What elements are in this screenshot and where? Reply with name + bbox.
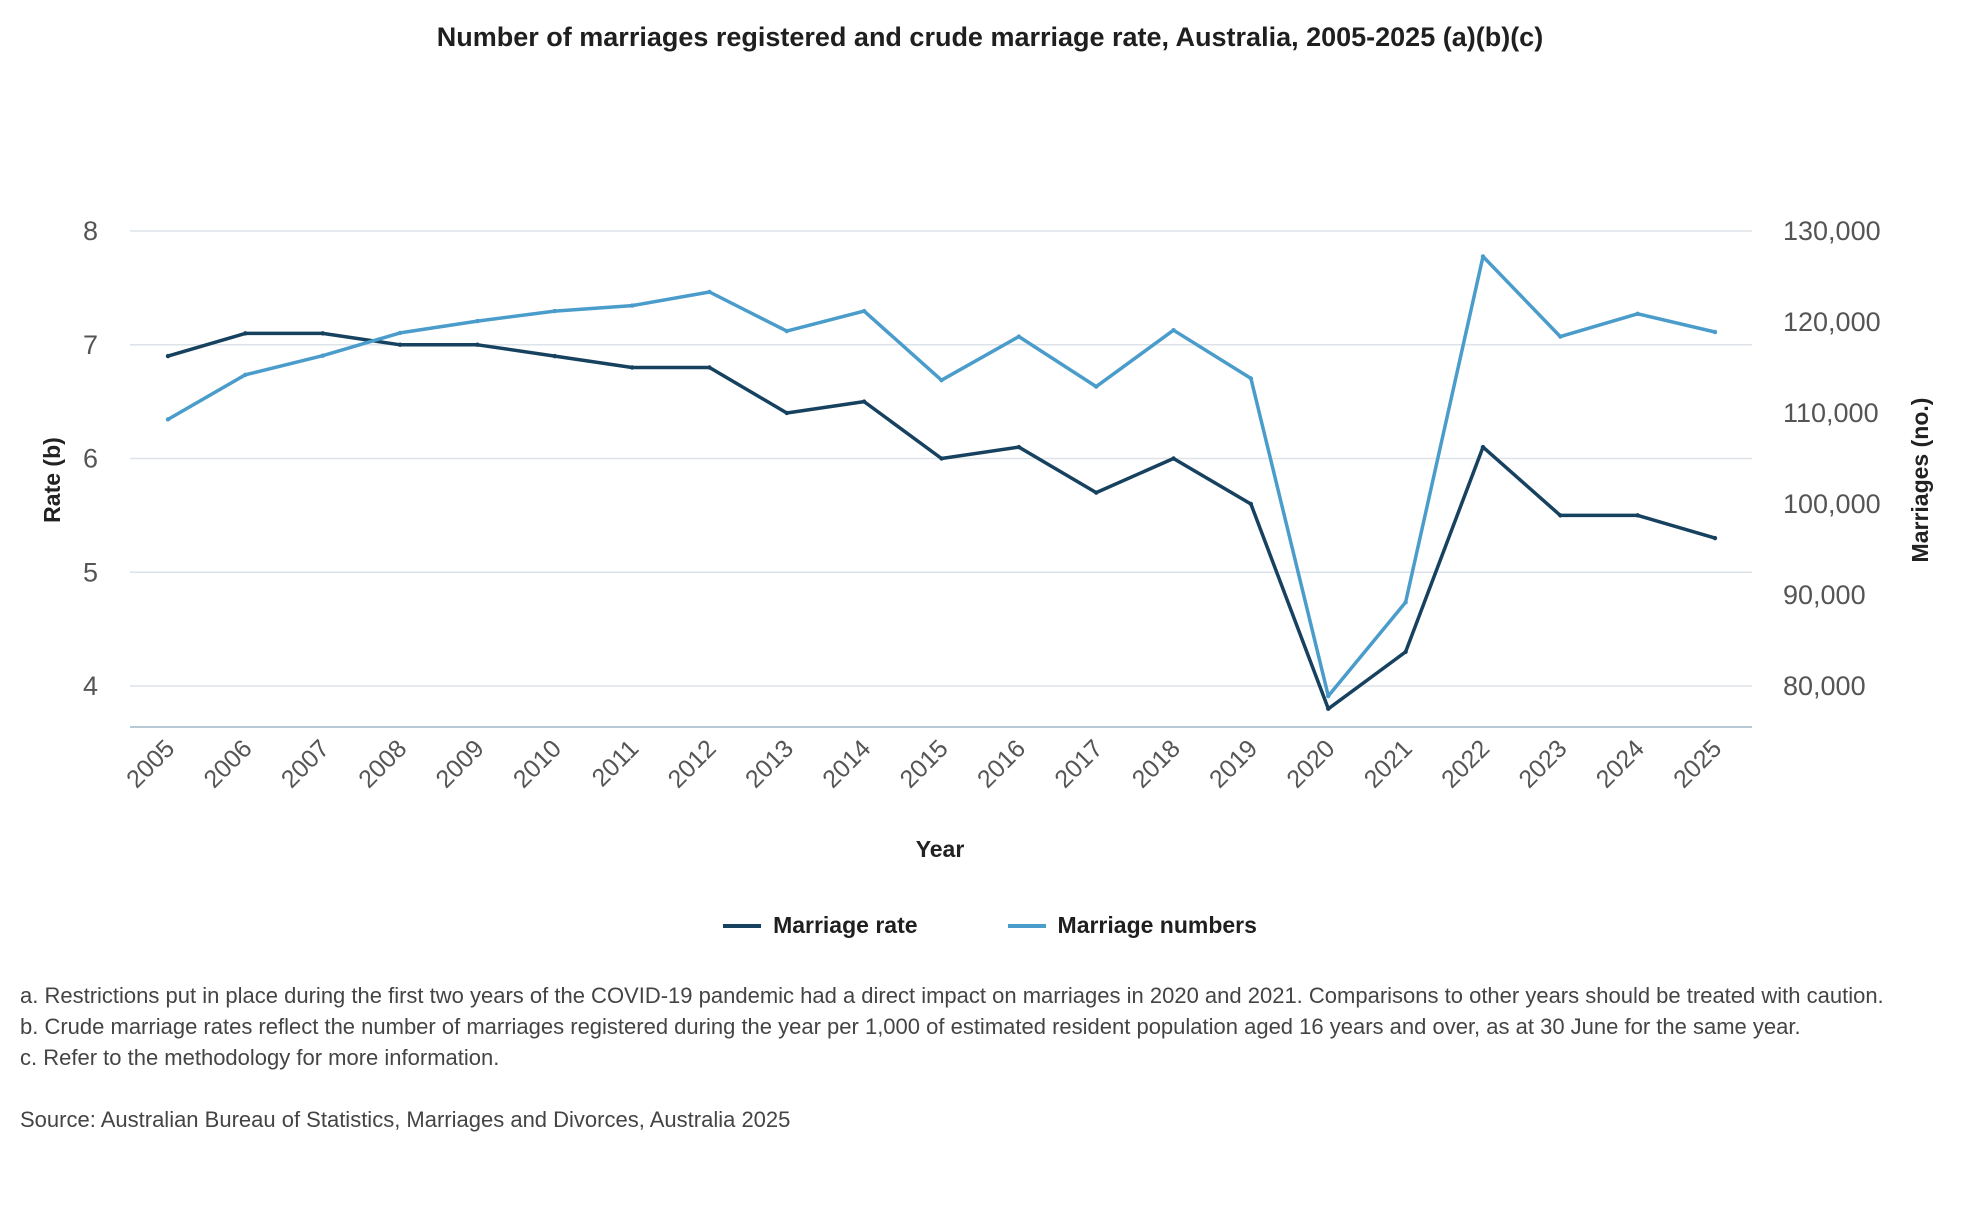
data-point-marriage-rate-2017 (1094, 490, 1099, 495)
x-tick-label-2019: 2019 (1204, 734, 1263, 793)
data-point-marriage-rate-2012 (707, 365, 712, 370)
data-point-marriage-numbers-2020 (1326, 693, 1331, 699)
series-line-marriage-numbers (166, 254, 1717, 698)
data-point-marriage-numbers-2024 (1635, 311, 1640, 317)
data-point-marriage-numbers-2018 (1171, 327, 1176, 333)
data-point-marriage-numbers-2015 (939, 378, 944, 383)
line-chart: 4 5 6 7 8 80,000 90,000 100,000 110,000 120,000 13… (39, 216, 1933, 862)
series-line-marriage-rate (166, 331, 1717, 711)
x-tick-label-2013: 2013 (740, 734, 799, 793)
x-tick-label-2012: 2012 (663, 734, 722, 793)
data-point-marriage-rate-2016 (1016, 444, 1022, 450)
data-point-marriage-rate-2013 (784, 410, 789, 416)
data-point-marriage-numbers-2010 (552, 308, 557, 314)
source-note: Source: Australian Bureau of Statistics,… (20, 1107, 791, 1132)
data-point-marriage-numbers-2025 (1712, 329, 1718, 335)
right-axis-title: Marriages (no.) (1907, 398, 1933, 563)
data-point-marriage-rate-2015 (939, 456, 944, 461)
footnotes: a. Restrictions put in place during the … (20, 980, 1965, 1135)
data-point-marriage-numbers-2005 (165, 417, 171, 422)
left-tick-label-8: 8 (83, 216, 98, 246)
data-point-marriage-rate-2025 (1712, 535, 1718, 541)
data-point-marriage-numbers-2021 (1403, 600, 1408, 605)
legend-item-marriage-rate[interactable]: Marriage rate (723, 912, 918, 939)
data-point-marriage-rate-2011 (629, 365, 635, 370)
data-point-marriage-numbers-2009 (475, 318, 480, 324)
data-point-marriage-rate-2006 (243, 331, 248, 336)
data-point-marriage-numbers-2008 (397, 330, 403, 336)
right-tick-label-130000: 130,000 (1783, 216, 1881, 246)
data-point-marriage-rate-2022 (1480, 444, 1486, 450)
left-tick-label-5: 5 (83, 557, 98, 587)
right-tick-label-120000: 120,000 (1783, 307, 1881, 337)
x-tick-label-2023: 2023 (1513, 734, 1572, 793)
left-tick-label-7: 7 (83, 330, 98, 360)
data-point-marriage-rate-2009 (475, 342, 480, 347)
right-tick-label-90000: 90,000 (1783, 580, 1866, 610)
data-point-marriage-numbers-2006 (243, 372, 248, 377)
x-tick-label-2018: 2018 (1127, 734, 1186, 793)
x-tick-label-2009: 2009 (431, 734, 490, 793)
data-point-marriage-rate-2005 (165, 353, 171, 359)
data-point-marriage-numbers-2013 (784, 328, 789, 334)
left-axis-title: Rate (b) (39, 437, 65, 523)
data-point-marriage-rate-2008 (397, 342, 403, 347)
footnote-c: c. Refer to the methodology for more inf… (20, 1045, 500, 1070)
x-tick-label-2006: 2006 (198, 734, 257, 793)
x-tick-label-2022: 2022 (1436, 734, 1495, 793)
legend-item-marriage-numbers[interactable]: Marriage numbers (1007, 912, 1257, 939)
data-point-marriage-rate-2014 (861, 399, 867, 404)
right-tick-label-110000: 110,000 (1783, 398, 1879, 428)
legend-label-marriage-rate: Marriage rate (773, 912, 918, 938)
x-tick-label-2015: 2015 (895, 734, 954, 793)
x-tick-label-2014: 2014 (817, 734, 876, 793)
data-point-marriage-numbers-2012 (707, 289, 712, 295)
data-point-marriage-numbers-2023 (1558, 334, 1563, 339)
x-tick-label-2007: 2007 (276, 734, 335, 793)
x-tick-label-2020: 2020 (1281, 734, 1340, 793)
x-tick-label-2005: 2005 (121, 734, 180, 793)
x-tick-label-2011: 2011 (587, 734, 645, 792)
footnote-a: a. Restrictions put in place during the … (20, 983, 1884, 1008)
x-tick-label-2016: 2016 (972, 734, 1031, 793)
x-tick-label-2008: 2008 (353, 734, 412, 793)
data-point-marriage-numbers-2007 (320, 353, 325, 358)
chart-title: Number of marriages registered and crude… (436, 22, 1544, 52)
legend-label-marriage-numbers: Marriage numbers (1057, 912, 1257, 938)
data-point-marriage-numbers-2011 (629, 303, 635, 308)
legend-swatch-marriage-numbers (1007, 923, 1046, 928)
left-tick-label-6: 6 (83, 444, 98, 474)
data-point-marriage-rate-2021 (1403, 649, 1408, 655)
x-tick-label-2024: 2024 (1591, 734, 1650, 793)
data-point-marriage-rate-2018 (1171, 456, 1176, 461)
x-axis-title: Year (916, 836, 965, 862)
data-point-marriage-numbers-2019 (1248, 376, 1254, 381)
data-point-marriage-rate-2010 (552, 353, 557, 359)
data-point-marriage-numbers-2016 (1016, 334, 1022, 339)
data-point-marriage-rate-2020 (1326, 706, 1331, 711)
x-tick-label-2021: 2021 (1359, 734, 1418, 793)
x-tick-label-2025: 2025 (1668, 734, 1727, 793)
data-point-marriage-rate-2019 (1248, 501, 1254, 507)
data-point-marriage-numbers-2014 (861, 308, 867, 314)
x-tick-label-2010: 2010 (508, 734, 567, 793)
x-tick-label-2017: 2017 (1049, 734, 1108, 793)
data-point-marriage-rate-2007 (320, 331, 325, 336)
right-tick-label-100000: 100,000 (1783, 489, 1881, 519)
footnote-b: b. Crude marriage rates reflect the numb… (20, 1014, 1801, 1039)
data-point-marriage-rate-2024 (1635, 513, 1640, 518)
data-point-marriage-rate-2023 (1558, 513, 1563, 518)
right-tick-label-80000: 80,000 (1783, 671, 1866, 701)
legend: Marriage rate Marriage numbers (0, 912, 1980, 939)
left-tick-label-4: 4 (83, 671, 98, 701)
data-point-marriage-numbers-2022 (1480, 254, 1486, 259)
legend-swatch-marriage-rate (723, 923, 762, 928)
data-point-marriage-numbers-2017 (1094, 384, 1099, 389)
